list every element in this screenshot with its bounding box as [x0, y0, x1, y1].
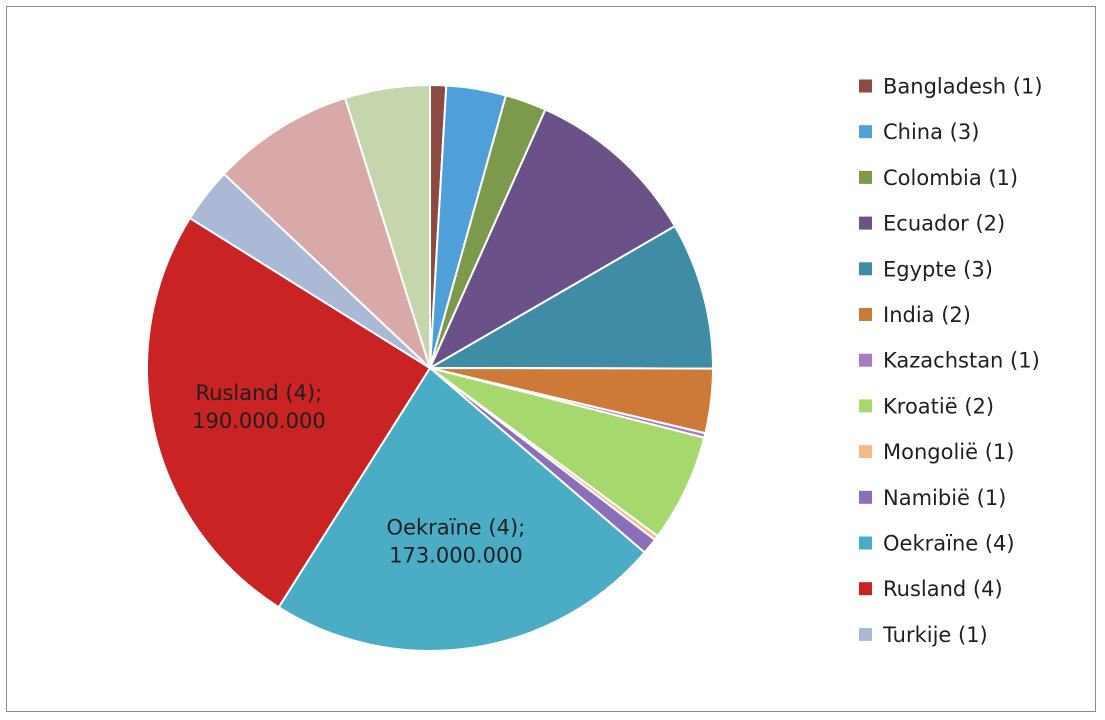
legend-swatch — [859, 308, 872, 321]
legend: Bangladesh (1) China (3) Colombia (1) Ecuad… — [859, 75, 1043, 647]
legend-item-oekraine-4: Oekraïne (4) — [859, 532, 1015, 556]
legend-item-kroatie-2: Kroatië (2) — [859, 394, 994, 418]
legend-swatch — [859, 582, 872, 595]
legend-item-china-3: China (3) — [859, 120, 979, 144]
legend-item-bangladesh-1: Bangladesh (1) — [859, 75, 1043, 99]
legend-swatch — [859, 445, 872, 458]
legend-item-mongolie-1: Mongolië (1) — [859, 440, 1014, 464]
legend-label: Namibië (1) — [883, 486, 1006, 510]
legend-item-kazachstan-1: Kazachstan (1) — [859, 349, 1040, 373]
legend-item-colombia-1: Colombia (1) — [859, 166, 1018, 190]
legend-item-ecuador-2: Ecuador (2) — [859, 212, 1005, 236]
legend-label: Egypte (3) — [883, 257, 993, 281]
legend-label: Mongolië (1) — [883, 440, 1014, 464]
legend-label: Rusland (4) — [883, 577, 1003, 601]
legend-swatch — [859, 491, 872, 504]
legend-swatch — [859, 354, 872, 367]
legend-label: China (3) — [883, 120, 979, 144]
legend-label: Kazachstan (1) — [883, 349, 1040, 373]
legend-label: India (2) — [883, 303, 971, 327]
legend-item-rusland-4: Rusland (4) — [859, 577, 1003, 601]
legend-label: Colombia (1) — [883, 166, 1018, 190]
chart-frame: Oekraïne (4); 173.000.000 Rusland (4); 190.… — [6, 6, 1096, 712]
legend-label: Kroatië (2) — [883, 394, 994, 418]
legend-swatch — [859, 171, 872, 184]
legend-item-india-2: India (2) — [859, 303, 971, 327]
legend-swatch — [859, 217, 872, 230]
legend-label: Ecuador (2) — [883, 212, 1005, 236]
legend-item-turkije-1: Turkije (1) — [859, 623, 988, 647]
legend-label: Bangladesh (1) — [883, 75, 1043, 99]
legend-swatch — [859, 399, 872, 412]
legend-swatch — [859, 262, 872, 275]
legend-label: Turkije (1) — [882, 623, 988, 647]
legend-swatch — [859, 628, 872, 641]
legend-swatch — [859, 537, 872, 550]
legend-label: Oekraïne (4) — [883, 532, 1015, 556]
legend-item-namibie-1: Namibië (1) — [859, 486, 1006, 510]
legend-swatch — [859, 125, 872, 138]
legend-swatch — [859, 80, 872, 93]
legend-item-egypte-3: Egypte (3) — [859, 257, 993, 281]
